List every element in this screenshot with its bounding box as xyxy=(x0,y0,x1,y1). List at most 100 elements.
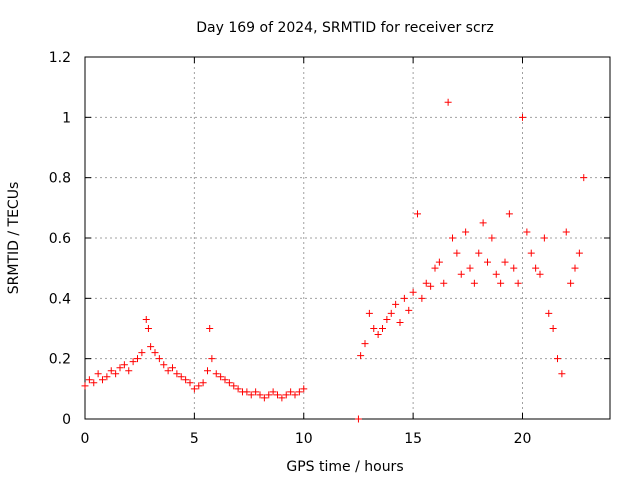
data-point xyxy=(462,228,470,236)
data-point xyxy=(206,325,214,332)
data-point xyxy=(571,264,579,272)
data-point xyxy=(505,210,513,218)
data-point xyxy=(134,355,141,363)
data-point xyxy=(81,382,89,390)
data-point xyxy=(147,343,155,351)
data-point xyxy=(142,315,150,323)
data-point xyxy=(440,279,448,287)
data-point xyxy=(510,264,518,272)
data-point xyxy=(195,382,203,390)
x-axis-ticks: 0 5 10 15 20 xyxy=(81,57,531,447)
data-point xyxy=(116,364,124,372)
data-point xyxy=(94,370,102,378)
data-point xyxy=(549,325,557,332)
data-point xyxy=(295,388,303,396)
data-point xyxy=(103,373,111,381)
data-point xyxy=(169,364,176,372)
data-point xyxy=(173,370,181,378)
data-point xyxy=(278,394,286,402)
data-point xyxy=(182,376,190,384)
data-point xyxy=(470,279,478,287)
data-point xyxy=(554,355,561,363)
data-point xyxy=(186,379,194,387)
data-point xyxy=(190,385,198,393)
data-point xyxy=(466,264,474,272)
data-point xyxy=(387,309,395,317)
data-point xyxy=(484,258,491,266)
x-axis-label: GPS time / hours xyxy=(286,459,403,475)
y-tick-label: 0.8 xyxy=(49,171,71,187)
data-point xyxy=(558,370,566,378)
data-point xyxy=(287,388,295,396)
data-point xyxy=(112,370,120,378)
x-tick-label: 10 xyxy=(295,431,313,447)
data-point xyxy=(427,282,435,290)
data-point xyxy=(361,340,369,348)
data-point xyxy=(90,379,98,387)
data-point xyxy=(252,388,260,396)
y-tick-label: 0.4 xyxy=(49,291,71,307)
data-point xyxy=(144,325,152,332)
data-point xyxy=(523,228,531,236)
data-point xyxy=(282,391,290,399)
data-point xyxy=(160,361,168,369)
data-point xyxy=(221,376,229,384)
data-point xyxy=(488,234,496,242)
data-point xyxy=(405,306,413,314)
data-point xyxy=(501,258,509,266)
data-point xyxy=(532,264,540,272)
data-point xyxy=(230,382,238,390)
y-gridlines xyxy=(85,116,610,360)
data-point xyxy=(383,315,391,323)
data-point xyxy=(217,373,225,381)
data-point xyxy=(243,388,251,396)
data-point xyxy=(107,367,115,375)
data-point xyxy=(125,367,133,375)
data-point xyxy=(392,300,400,308)
data-point xyxy=(234,385,242,393)
data-point xyxy=(291,391,299,399)
data-point xyxy=(208,355,216,363)
data-point xyxy=(138,349,146,357)
data-point xyxy=(444,98,452,106)
data-point xyxy=(457,270,465,278)
data-point xyxy=(431,264,439,272)
data-point xyxy=(274,391,281,399)
data-point xyxy=(265,391,273,399)
data-point xyxy=(129,358,137,366)
x-tick-label: 15 xyxy=(404,431,422,447)
data-point xyxy=(396,318,404,326)
data-point xyxy=(435,258,443,266)
data-point xyxy=(357,352,365,360)
y-axis-label: SRMTID / TECUs xyxy=(6,182,22,295)
data-point xyxy=(575,249,583,257)
data-point xyxy=(300,385,308,393)
y-tick-label: 0 xyxy=(62,412,71,428)
data-point xyxy=(545,309,553,317)
data-point xyxy=(479,219,487,227)
data-point xyxy=(527,249,535,257)
data-point xyxy=(256,391,264,399)
data-point xyxy=(85,376,93,384)
data-point xyxy=(475,249,483,257)
y-tick-label: 1.2 xyxy=(49,50,71,66)
y-tick-label: 0.2 xyxy=(49,352,71,368)
data-point xyxy=(536,270,544,278)
data-point xyxy=(212,370,220,378)
data-point xyxy=(409,288,417,296)
data-point xyxy=(519,113,526,121)
data-point xyxy=(567,279,575,287)
chart-title: Day 169 of 2024, SRMTID for receiver scr… xyxy=(196,20,494,36)
y-axis-ticks: 0 0.2 0.4 0.6 0.8 1 1.2 xyxy=(49,50,610,428)
data-point xyxy=(225,379,233,387)
data-point xyxy=(365,309,373,317)
data-point xyxy=(497,279,505,287)
data-point xyxy=(99,376,106,384)
data-points xyxy=(81,98,588,423)
data-point xyxy=(370,325,378,332)
data-point xyxy=(155,355,163,363)
data-point xyxy=(247,391,255,399)
data-point xyxy=(260,394,268,402)
x-tick-label: 0 xyxy=(81,431,90,447)
